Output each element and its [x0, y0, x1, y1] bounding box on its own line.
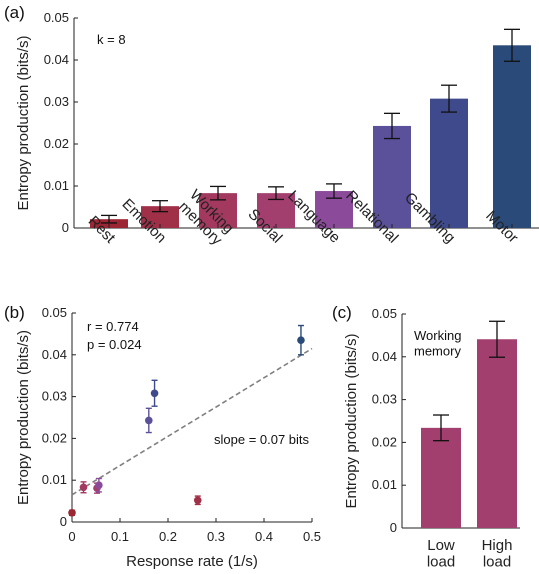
x-tick-label-line: Low [427, 537, 455, 554]
y-tick-label: 0.05 [372, 306, 397, 321]
bar-motor [493, 45, 531, 228]
scatter-point-group [193, 495, 202, 506]
bar-gambling [430, 98, 468, 228]
panel-label: (a) [4, 3, 25, 22]
panel-label: (b) [4, 303, 25, 322]
panel-a: (a) 0 0.01 0.02 0.03 0.04 0.05 Entropy producti… [4, 3, 539, 249]
y-tick-label: 0.02 [44, 136, 69, 151]
scatter-point-group [79, 481, 88, 494]
bar-high-load [477, 339, 517, 528]
scatter-point [193, 496, 202, 505]
y-tick-label: 0.01 [44, 178, 69, 193]
y-axis-title: Entropy production (bits/s) [15, 330, 32, 505]
panel-b: (b) 0 0.01 0.02 0.03 0.04 0.05 0 0.1 0.2 0.3 0.4 0.5… [4, 303, 321, 570]
slope-annotation: slope = 0.07 bits [214, 432, 310, 447]
x-tick-label: 0.2 [159, 529, 177, 544]
scatter-point-group [95, 477, 103, 493]
bar-low-load [421, 427, 461, 528]
x-tick-label: 0 [68, 529, 75, 544]
y-tick-label: 0.04 [42, 347, 67, 362]
scatter-point [79, 483, 88, 492]
bar-emotion [141, 206, 179, 228]
scatter-point [150, 389, 159, 398]
x-tick-label-line: load [427, 554, 455, 571]
panel-label: (c) [332, 303, 352, 322]
k-annotation: k = 8 [97, 32, 126, 47]
scatter-point-group [145, 407, 153, 434]
y-axis-title: Entropy production (bits/s) [15, 35, 32, 210]
x-tick-label-line: load [483, 554, 511, 571]
y-axis-title: Entropy production (bits/s) [343, 333, 360, 508]
x-tick-label: 0.4 [255, 529, 273, 544]
fit-line [71, 347, 313, 496]
x-tick-label: High load [482, 537, 513, 571]
scatter-point [95, 481, 103, 490]
y-tick-label: 0 [62, 220, 69, 235]
bar-relational [373, 125, 411, 228]
annotation-line: memory [414, 344, 461, 359]
y-tick-label: 0.02 [42, 430, 67, 445]
x-tick-label: Low load [427, 537, 455, 571]
r-annotation: r = 0.774 [87, 319, 139, 334]
x-axis-title: Response rate (1/s) [126, 553, 258, 570]
x-tick-label: 0.5 [303, 529, 321, 544]
y-tick-label: 0.05 [44, 10, 69, 25]
x-tick-label: 0.1 [111, 529, 129, 544]
annotation-line: Working [414, 328, 461, 343]
x-tick-label-line: Rest [85, 213, 119, 247]
y-tick-label: 0.03 [372, 392, 397, 407]
x-tick-label: Rest [85, 213, 119, 247]
scatter-point-group [68, 509, 76, 517]
y-tick-label: 0.02 [372, 434, 397, 449]
x-tick-label-line: High [482, 537, 513, 554]
y-tick-label: 0.01 [372, 477, 397, 492]
working-memory-annotation: Working memory [414, 328, 461, 359]
scatter-point [68, 509, 76, 517]
scatter-point [297, 336, 305, 344]
y-tick-label: 0.04 [372, 349, 397, 364]
y-tick-label: 0.03 [42, 389, 67, 404]
scatter-point-group [297, 324, 305, 356]
y-tick-label: 0 [390, 520, 397, 535]
y-tick-label: 0 [60, 514, 67, 529]
x-tick-label: 0.3 [207, 529, 225, 544]
y-tick-label: 0.05 [42, 305, 67, 320]
y-tick-label: 0.04 [44, 52, 69, 67]
scatter-point-group [150, 379, 159, 407]
y-tick-label: 0.03 [44, 94, 69, 109]
scatter-point [145, 416, 153, 425]
y-tick-label: 0.01 [42, 472, 67, 487]
p-annotation: p = 0.024 [87, 337, 142, 352]
panel-c: (c) 0 0.01 0.02 0.03 0.04 0.05 Entropy producti… [332, 303, 520, 571]
